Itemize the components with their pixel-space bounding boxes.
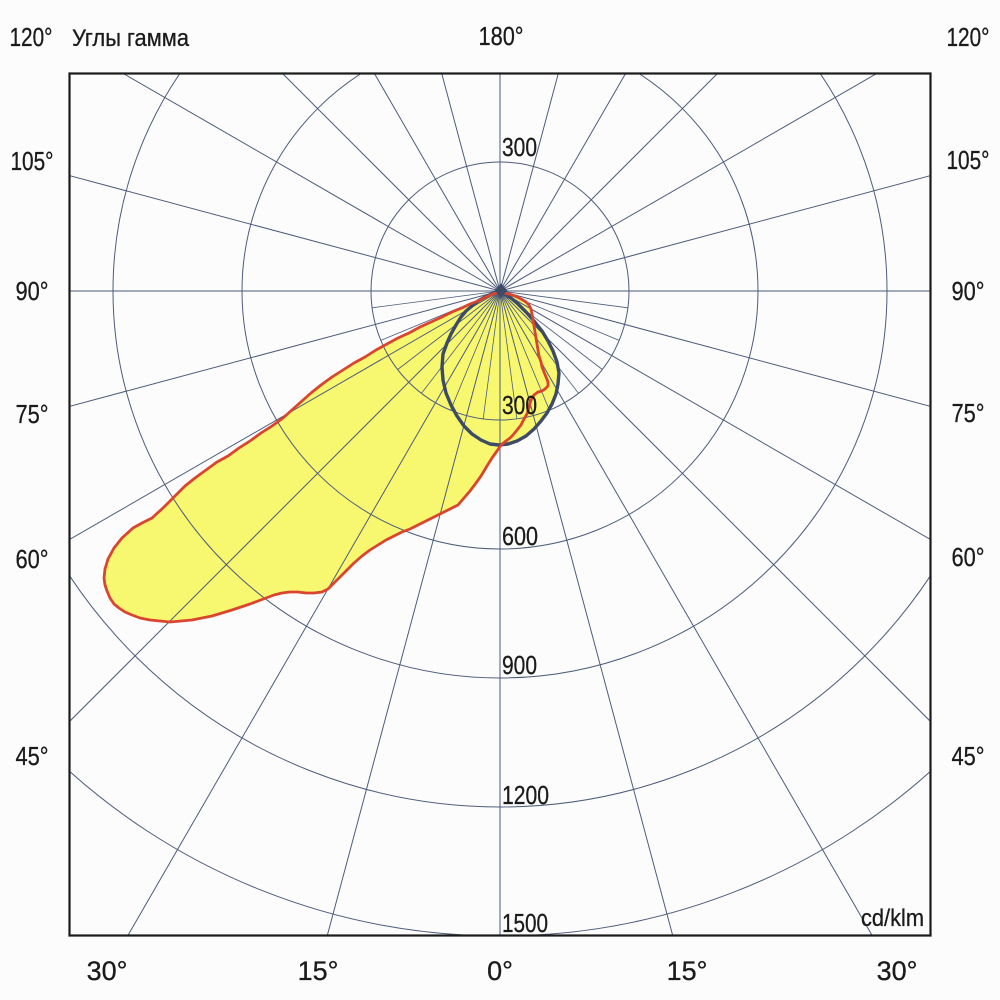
svg-text:120°: 120° (10, 22, 53, 52)
svg-text:900: 900 (502, 650, 537, 680)
svg-text:1200: 1200 (502, 780, 549, 810)
svg-text:15°: 15° (298, 956, 339, 986)
svg-text:Углы гамма: Углы гамма (72, 25, 190, 52)
svg-text:180°: 180° (479, 21, 524, 51)
svg-text:30°: 30° (87, 956, 128, 986)
svg-text:45°: 45° (16, 741, 49, 771)
svg-text:75°: 75° (952, 398, 985, 428)
svg-text:15°: 15° (667, 956, 708, 986)
svg-text:90°: 90° (16, 276, 49, 306)
svg-text:0°: 0° (487, 956, 513, 986)
svg-text:105°: 105° (11, 146, 54, 176)
svg-text:300: 300 (502, 132, 537, 162)
svg-text:cd/klm: cd/klm (861, 905, 924, 932)
svg-text:30°: 30° (877, 956, 918, 986)
svg-text:75°: 75° (16, 399, 49, 429)
svg-text:60°: 60° (16, 544, 49, 574)
svg-text:300: 300 (502, 390, 537, 420)
svg-text:90°: 90° (952, 276, 985, 306)
svg-text:600: 600 (502, 521, 538, 551)
svg-text:45°: 45° (952, 741, 985, 771)
svg-text:120°: 120° (947, 22, 990, 52)
svg-text:105°: 105° (947, 145, 990, 175)
svg-text:60°: 60° (952, 542, 985, 572)
svg-text:1500: 1500 (502, 908, 548, 938)
